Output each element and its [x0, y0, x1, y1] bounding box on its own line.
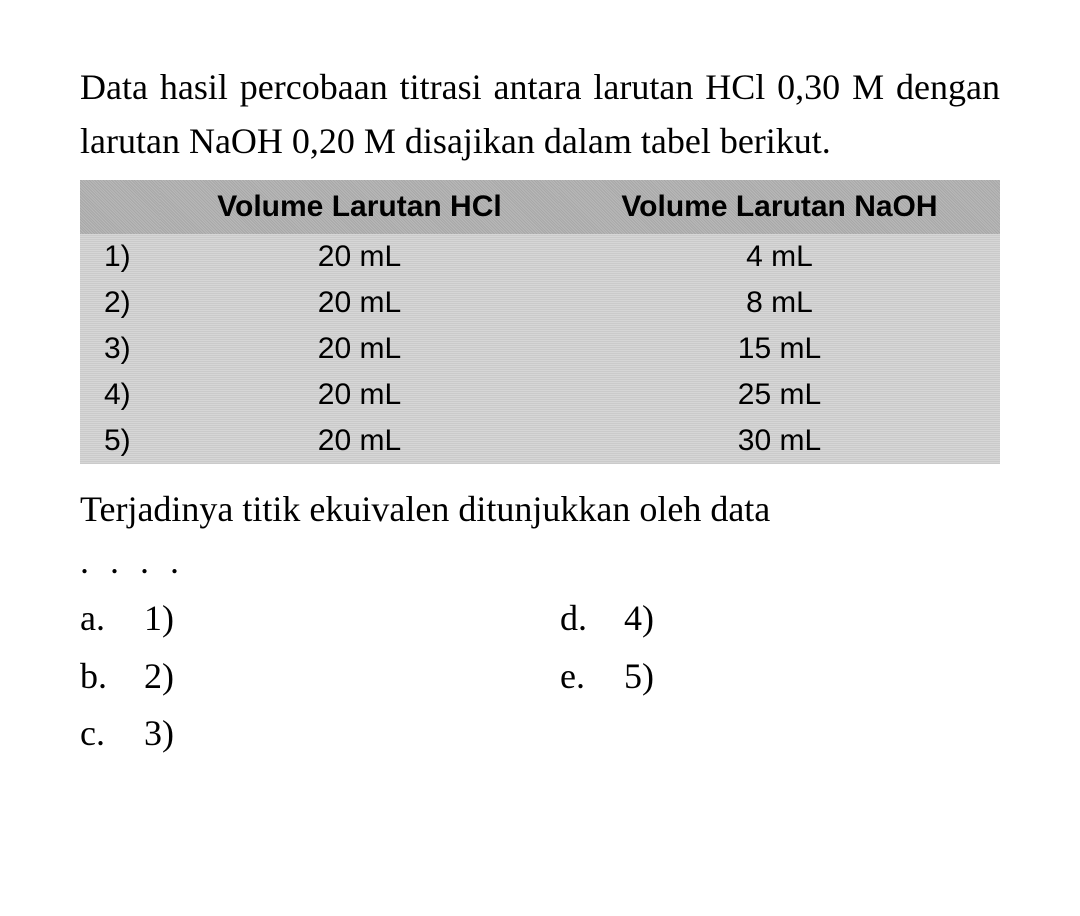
table-row: 5) 20 mL 30 mL: [80, 418, 1000, 464]
row-number: 3): [80, 326, 160, 372]
cell-naoh: 8 mL: [559, 280, 1000, 326]
cell-hcl: 20 mL: [160, 280, 559, 326]
option-b: b. 2): [80, 648, 520, 706]
cell-hcl: 20 mL: [160, 234, 559, 280]
followup-text: Terjadinya titik ekuivalen ditunjukkan o…: [80, 482, 1000, 536]
row-number: 4): [80, 372, 160, 418]
row-number: 5): [80, 418, 160, 464]
row-number: 1): [80, 234, 160, 280]
table-row: 1) 20 mL 4 mL: [80, 234, 1000, 280]
table-header-blank: [80, 180, 160, 234]
option-letter: a.: [80, 590, 120, 648]
option-letter: d.: [560, 590, 600, 648]
option-e: e. 5): [560, 648, 1000, 706]
cell-naoh: 4 mL: [559, 234, 1000, 280]
option-d: d. 4): [560, 590, 1000, 648]
cell-naoh: 15 mL: [559, 326, 1000, 372]
option-text: 2): [144, 648, 174, 706]
option-letter: e.: [560, 648, 600, 706]
option-a: a. 1): [80, 590, 520, 648]
cell-naoh: 30 mL: [559, 418, 1000, 464]
option-text: 1): [144, 590, 174, 648]
cell-hcl: 20 mL: [160, 418, 559, 464]
answer-options: a. 1) b. 2) c. 3) d. 4) e. 5): [80, 590, 1000, 763]
option-text: 5): [624, 648, 654, 706]
option-text: 3): [144, 705, 174, 763]
cell-hcl: 20 mL: [160, 326, 559, 372]
cell-naoh: 25 mL: [559, 372, 1000, 418]
option-letter: c.: [80, 705, 120, 763]
table-row: 4) 20 mL 25 mL: [80, 372, 1000, 418]
table-row: 3) 20 mL 15 mL: [80, 326, 1000, 372]
table-header-naoh: Volume Larutan NaOH: [559, 180, 1000, 234]
option-c: c. 3): [80, 705, 520, 763]
question-intro: Data hasil percobaan titrasi antara laru…: [80, 60, 1000, 168]
option-text: 4): [624, 590, 654, 648]
option-letter: b.: [80, 648, 120, 706]
cell-hcl: 20 mL: [160, 372, 559, 418]
answer-dots: . . . .: [80, 540, 1000, 582]
titration-table: Volume Larutan HCl Volume Larutan NaOH 1…: [80, 180, 1000, 464]
table-row: 2) 20 mL 8 mL: [80, 280, 1000, 326]
table-header-hcl: Volume Larutan HCl: [160, 180, 559, 234]
row-number: 2): [80, 280, 160, 326]
